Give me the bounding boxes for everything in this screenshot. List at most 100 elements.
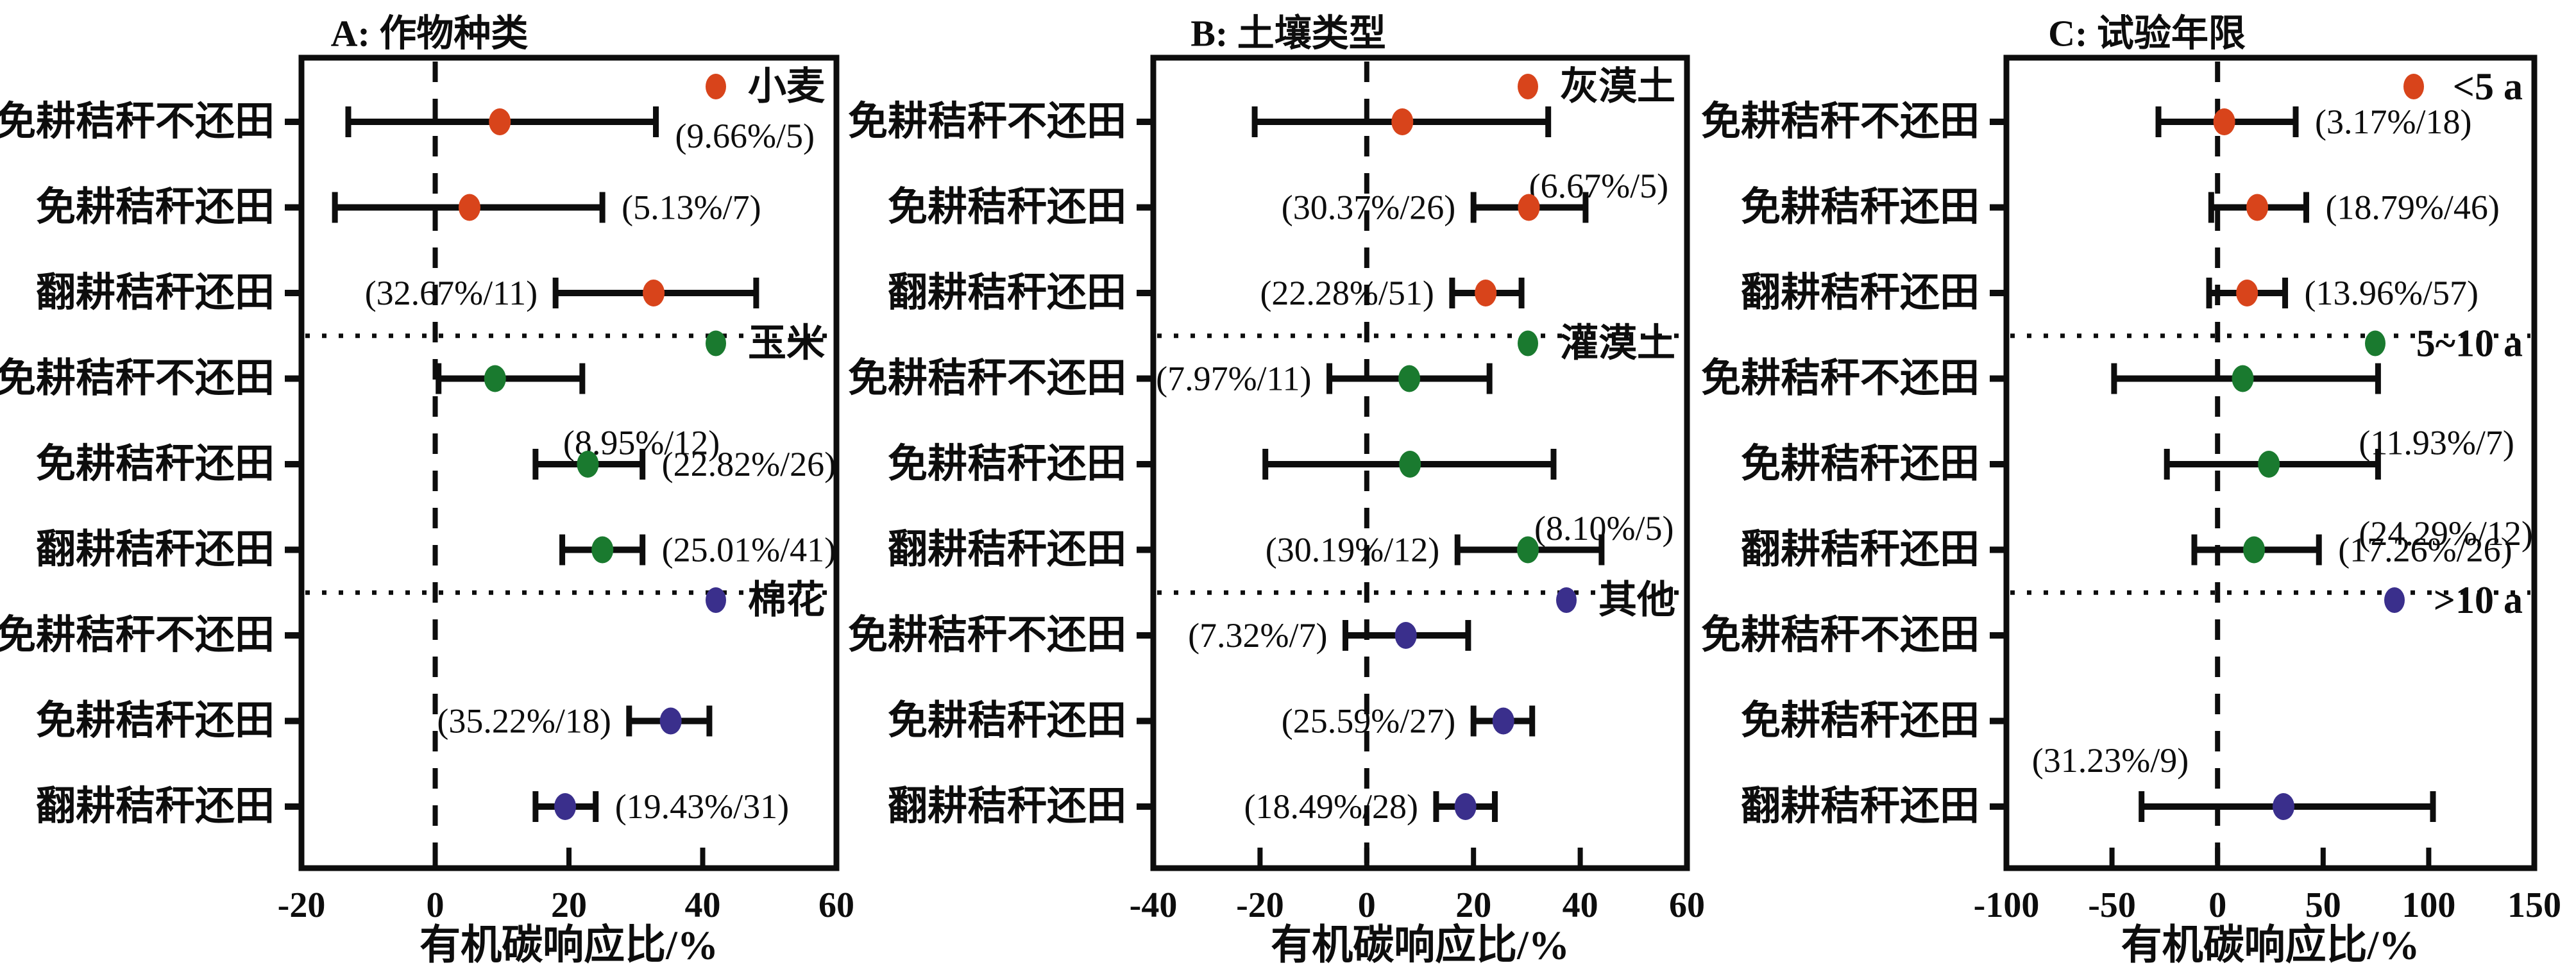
mean-dot — [659, 707, 682, 735]
effect-size-label: (35.22%/18) — [437, 702, 611, 741]
x-tick-label: 60 — [1669, 885, 1705, 925]
treatment-label: 免耕秸秆不还田 — [1701, 356, 1979, 401]
legend-label: 玉米 — [748, 323, 825, 365]
treatment-label: 免耕秸秆不还田 — [1701, 613, 1979, 657]
treatment-label: 翻耕秸秆还田 — [888, 271, 1126, 315]
x-tick-label: 0 — [2208, 885, 2226, 925]
mean-dot — [1518, 194, 1540, 221]
x-tick-label: 20 — [1455, 885, 1491, 925]
x-tick-label: 0 — [427, 885, 445, 925]
x-tick-label: 60 — [818, 885, 854, 925]
mean-dot — [577, 451, 599, 478]
x-tick-label: 40 — [1563, 885, 1598, 925]
x-axis-title: 有机碳响应比/% — [419, 923, 718, 968]
legend-label: 小麦 — [748, 65, 825, 108]
mean-dot — [1394, 622, 1417, 649]
mean-dot — [1391, 108, 1414, 135]
x-tick-label: 40 — [685, 885, 721, 925]
effect-size-label: (18.49%/28) — [1244, 787, 1418, 826]
treatment-label: 翻耕秸秆还田 — [36, 528, 275, 572]
effect-size-label: (24.29%/12) — [2359, 514, 2532, 553]
treatment-label: 免耕秸秆不还田 — [848, 99, 1126, 144]
treatment-label: 免耕秸秆不还田 — [0, 99, 275, 144]
treatment-label: 翻耕秸秆还田 — [888, 785, 1126, 828]
legend-dot — [2384, 587, 2405, 613]
legend-dot — [2403, 74, 2424, 99]
mean-dot — [2273, 793, 2295, 820]
panel-title: A: 作物种类 — [331, 13, 529, 54]
effect-size-label: (6.67%/5) — [1529, 167, 1668, 205]
effect-size-label: (11.93%/7) — [2359, 424, 2514, 462]
treatment-label: 免耕秸秆不还田 — [0, 613, 275, 657]
legend-label: 灰漠土 — [1560, 65, 1675, 108]
effect-size-label: (31.23%/9) — [2032, 741, 2189, 780]
mean-dot — [458, 194, 480, 221]
effect-size-label: (30.19%/12) — [1266, 531, 1439, 569]
effect-size-label: (22.82%/26) — [662, 445, 836, 483]
treatment-label: 免耕秸秆还田 — [888, 699, 1126, 743]
treatment-label: 免耕秸秆还田 — [1741, 699, 1979, 743]
treatment-label: 翻耕秸秆还田 — [1741, 528, 1979, 572]
treatment-label: 翻耕秸秆还田 — [36, 271, 275, 315]
legend-label: 棉花 — [748, 579, 825, 621]
effect-size-label: (25.59%/27) — [1282, 702, 1455, 741]
mean-dot — [591, 536, 614, 564]
x-tick-label: -40 — [1130, 885, 1178, 925]
treatment-label: 免耕秸秆还田 — [888, 185, 1126, 230]
treatment-label: 翻耕秸秆还田 — [1741, 271, 1979, 315]
mean-dot — [2243, 536, 2266, 564]
effect-size-label: (32.67%/11) — [365, 274, 538, 312]
treatment-label: 翻耕秸秆还田 — [36, 785, 275, 828]
mean-dot — [2246, 194, 2269, 221]
mean-dot — [2258, 451, 2280, 478]
effect-size-label: (7.32%/7) — [1188, 616, 1327, 655]
mean-dot — [489, 108, 511, 135]
treatment-label: 免耕秸秆还田 — [888, 442, 1126, 486]
x-tick-label: -100 — [1974, 885, 2040, 925]
legend-dot — [706, 74, 726, 99]
legend-label: 灌漠土 — [1560, 323, 1675, 365]
x-tick-label: -50 — [2088, 885, 2136, 925]
panel-title: B: 土壤类型 — [1191, 13, 1386, 54]
treatment-label: 免耕秸秆不还田 — [1701, 99, 1979, 144]
x-tick-label: 150 — [2507, 885, 2561, 925]
mean-dot — [2213, 108, 2235, 135]
legend-label: <5 a — [2453, 65, 2523, 108]
treatment-label: 免耕秸秆还田 — [36, 442, 275, 486]
treatment-label: 翻耕秸秆还田 — [1741, 785, 1979, 828]
effect-size-label: (17.26%/26) — [2338, 531, 2512, 569]
legend-dot — [1556, 587, 1577, 613]
x-axis-title: 有机碳响应比/% — [2121, 923, 2420, 968]
legend-label: 其他 — [1598, 579, 1675, 621]
effect-size-label: (18.79%/46) — [2325, 189, 2499, 227]
mean-dot — [1516, 536, 1539, 564]
mean-dot — [2232, 365, 2254, 392]
effect-size-label: (5.13%/7) — [622, 189, 761, 227]
mean-dot — [1454, 793, 1477, 820]
treatment-label: 免耕秸秆还田 — [1741, 442, 1979, 486]
treatment-label: 免耕秸秆还田 — [36, 185, 275, 230]
legend-dot — [706, 587, 726, 613]
treatment-label: 翻耕秸秆还田 — [888, 528, 1126, 572]
x-tick-label: 100 — [2402, 885, 2455, 925]
legend-dot — [706, 330, 726, 356]
effect-size-label: (22.28%/51) — [1260, 274, 1434, 312]
mean-dot — [1492, 707, 1514, 735]
panel-title: C: 试验年限 — [2048, 13, 2246, 54]
mean-dot — [643, 280, 665, 306]
mean-dot — [484, 365, 506, 392]
mean-dot — [1398, 365, 1421, 392]
legend-dot — [1518, 74, 1538, 99]
treatment-label: 免耕秸秆不还田 — [848, 613, 1126, 657]
x-tick-label: -20 — [278, 885, 326, 925]
x-tick-label: 50 — [2305, 885, 2341, 925]
legend-dot — [1518, 330, 1538, 356]
treatment-label: 免耕秸秆还田 — [36, 699, 275, 743]
legend-dot — [2365, 330, 2385, 356]
mean-dot — [554, 793, 577, 820]
effect-size-label: (19.43%/31) — [615, 787, 789, 826]
effect-size-label: (3.17%/18) — [2315, 103, 2471, 141]
treatment-label: 免耕秸秆不还田 — [0, 356, 275, 401]
x-tick-label: 20 — [551, 885, 587, 925]
